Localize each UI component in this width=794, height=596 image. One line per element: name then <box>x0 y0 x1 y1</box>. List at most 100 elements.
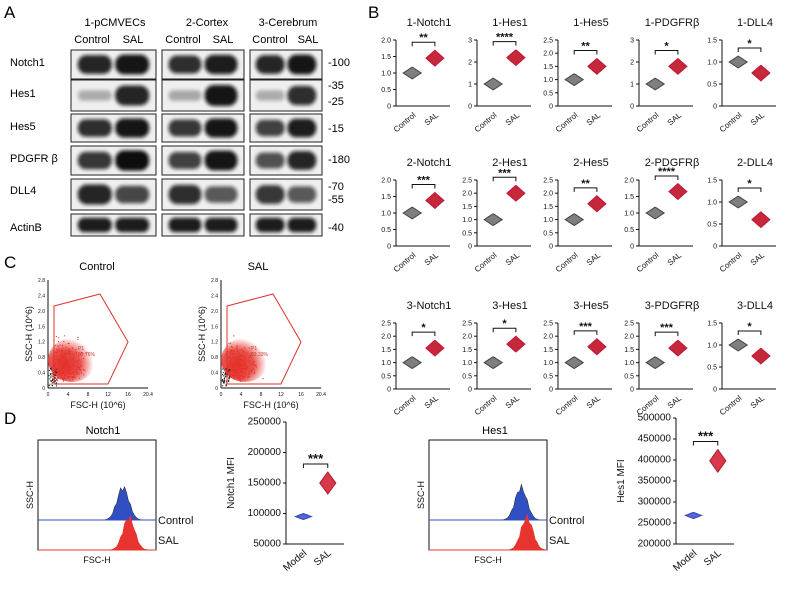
event-dot <box>230 346 233 348</box>
event-dot <box>238 375 240 377</box>
violin-shape <box>564 213 585 227</box>
x-category-label: SAL <box>585 393 603 410</box>
x-category-label: SAL <box>585 110 603 127</box>
event-dot <box>76 361 78 363</box>
event-dot <box>245 360 247 362</box>
x-category-label: Control <box>635 110 661 134</box>
event-dot <box>63 366 65 368</box>
x-category-label: SAL <box>423 393 441 410</box>
y-tick-label: 250000 <box>248 417 282 428</box>
event-dot <box>59 368 61 370</box>
debris-dot <box>49 383 51 385</box>
event-dot <box>54 373 56 375</box>
event-dot <box>233 350 235 353</box>
chart-title: 1-Hes1 <box>492 17 527 29</box>
event-dot <box>229 350 231 352</box>
event-dot <box>73 373 75 375</box>
event-dot <box>67 352 69 354</box>
event-dot <box>244 374 246 376</box>
event-dot <box>59 378 61 380</box>
blot-band <box>204 217 238 233</box>
event-dot <box>65 373 67 376</box>
event-dot <box>242 369 244 371</box>
event-dot <box>240 368 242 371</box>
event-dot <box>238 359 240 361</box>
event-dot <box>65 364 67 366</box>
event-dot <box>244 379 246 381</box>
violin-chart: 3-Hes1 0 0.5 1.0 1.5 2.0 2.5 Control SAL * <box>462 300 531 417</box>
y-tick-label: 0.5 <box>381 87 391 94</box>
event-dot <box>60 356 62 358</box>
event-dot <box>69 352 71 355</box>
y-tick-label: 1.0 <box>462 360 472 367</box>
control-histogram <box>429 483 547 521</box>
event-dot <box>56 358 58 360</box>
violin-chart: 50000 100000 150000 200000 250000 Notch1 MFI M… <box>226 417 344 574</box>
event-dot <box>234 377 236 379</box>
event-dot <box>62 368 64 370</box>
event-dot <box>68 362 70 364</box>
event-dot <box>57 362 59 364</box>
y-tick-label: 0.5 <box>543 373 553 380</box>
event-dot <box>72 371 74 373</box>
event-dot <box>229 366 231 368</box>
event-dot <box>63 351 65 353</box>
event-dot <box>63 362 65 364</box>
event-dot <box>248 347 250 349</box>
event-dot <box>237 365 239 367</box>
event-dot <box>239 367 241 369</box>
event-dot <box>244 358 246 360</box>
event-dot <box>65 356 67 358</box>
debris-dot <box>54 381 56 383</box>
y-tick-label: 0 <box>630 104 634 111</box>
event-dot <box>62 371 64 373</box>
y-tick-label: 2.5 <box>462 321 472 328</box>
event-dot <box>85 352 87 354</box>
x-category-label: SAL <box>312 548 334 569</box>
western-blot-panel: 1-pCMVECs 2-Cortex 3-Cerebrum Control SA… <box>10 17 350 237</box>
blot-band <box>204 84 238 107</box>
event-dot <box>233 361 235 363</box>
blot-box <box>70 49 157 80</box>
event-dot <box>64 365 66 367</box>
event-dot <box>55 355 58 357</box>
event-dot <box>69 351 71 353</box>
y-tick-label: 0.8 <box>211 355 218 361</box>
event-dot <box>233 376 235 378</box>
blot-box <box>161 79 245 112</box>
event-dot <box>241 371 243 373</box>
event-dot <box>248 362 250 364</box>
y-tick-label: 1.2 <box>38 340 45 346</box>
event-dot <box>241 361 243 363</box>
event-dot <box>84 369 86 371</box>
chart-title: 1-DLL4 <box>737 17 773 29</box>
y-axis-label: SSC-H (10^6) <box>24 306 34 362</box>
debris-dot <box>54 371 57 373</box>
debris-dot <box>50 368 52 370</box>
blot-band <box>255 55 285 74</box>
event-dot <box>61 361 63 364</box>
y-tick-label: 1.5 <box>462 204 472 211</box>
y-tick-label: 0 <box>713 104 717 111</box>
debris-dot <box>228 375 230 377</box>
event-dot <box>56 364 58 366</box>
event-dot <box>241 355 243 357</box>
significance-bracket <box>302 463 329 469</box>
event-dot <box>71 364 73 366</box>
event-dot <box>63 372 65 374</box>
event-dot <box>229 351 231 354</box>
event-dot <box>249 369 251 371</box>
debris-dot <box>224 372 226 374</box>
significance-bracket <box>573 330 598 335</box>
event-dot <box>231 347 233 349</box>
y-tick-label: 2.0 <box>381 334 391 341</box>
event-dot <box>70 357 72 359</box>
blot-band <box>77 151 112 170</box>
y-tick-label: 2.4 <box>38 293 45 299</box>
event-dot <box>62 380 65 382</box>
event-dot <box>64 361 66 363</box>
event-dot <box>240 373 243 375</box>
event-dot <box>70 372 72 374</box>
x-category-label: SAL <box>749 393 767 410</box>
blot-band <box>115 150 150 171</box>
